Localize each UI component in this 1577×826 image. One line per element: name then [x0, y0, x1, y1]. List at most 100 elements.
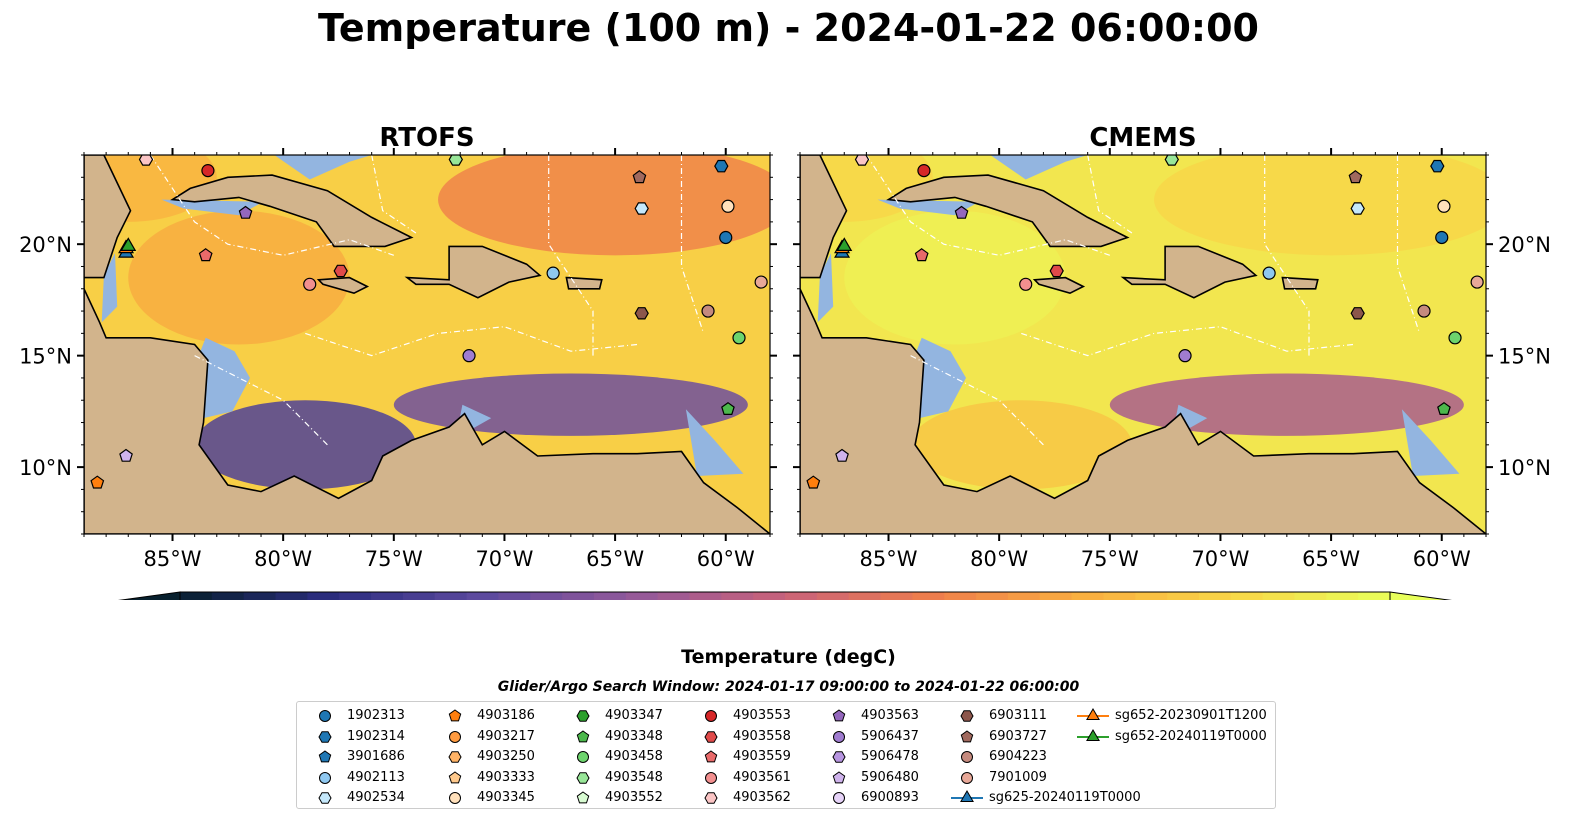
- platform-marker-5906480: [835, 448, 849, 462]
- legend-label: 4903548: [605, 769, 663, 785]
- shallow-shelf: [196, 337, 250, 419]
- colorbar-segment: [785, 592, 818, 600]
- map-panel-1: RTOFS 85°W 80°W 75°W 70°W 65°W 60°W 10°N 15°N 20°…: [19, 123, 777, 571]
- platform-marker-1902314: [714, 159, 729, 173]
- temperature-region: [910, 400, 1132, 490]
- colorbar-segment: [976, 592, 1009, 600]
- legend-marker-icon: [449, 792, 461, 804]
- platform-marker-1902313: [1435, 230, 1449, 245]
- colorbar-segment: [498, 592, 531, 600]
- platform-marker-4902534: [634, 202, 649, 215]
- colorbar-segment: [1230, 592, 1264, 600]
- colorbar-label: Temperature (degC): [681, 646, 896, 668]
- shallow-shelf: [912, 337, 966, 419]
- legend-label: sg652-20240119T0000: [1115, 728, 1267, 744]
- colorbar-segment: [1294, 592, 1327, 600]
- legend-marker-icon: [833, 792, 845, 804]
- platform-marker-4903348: [721, 401, 735, 415]
- platform-marker-7901009: [754, 275, 768, 289]
- legend-marker-icon: [832, 709, 846, 722]
- platform-marker-5906480: [119, 448, 133, 462]
- colorbar-segment: [243, 592, 277, 600]
- platform-marker-6904223: [1417, 304, 1431, 318]
- platform-marker-4903559: [914, 248, 929, 262]
- legend-label: 4903458: [605, 749, 663, 764]
- colorbar-segment: [1071, 592, 1104, 600]
- legend-marker-icon: [961, 771, 973, 784]
- colorbar: 18192021222324252627: [117, 591, 1453, 600]
- shallow-shelf: [274, 155, 372, 180]
- legend-label: 4903333: [477, 769, 535, 785]
- shallow-shelf: [990, 155, 1088, 180]
- legend-marker-icon: [319, 771, 331, 784]
- colorbar-segment: [530, 592, 563, 600]
- platform-marker-7901009: [1470, 275, 1484, 289]
- legend-marker-icon: [448, 770, 462, 783]
- legend-label: 7901009: [989, 769, 1047, 785]
- platform-marker-4903345: [721, 199, 735, 213]
- land: [1120, 245, 1258, 299]
- eez-boundary: [305, 326, 638, 357]
- x-tick-label: 75°W: [365, 547, 423, 571]
- temperature-region: [194, 400, 416, 490]
- y-tick-label: 20°N: [19, 233, 72, 257]
- colorbar-segment: [562, 592, 595, 600]
- shallow-shelf: [685, 409, 744, 476]
- legend-label: 1902313: [347, 708, 405, 723]
- legend-label: 3901686: [347, 749, 405, 764]
- legend-label: 4902534: [347, 790, 405, 805]
- legend-marker-icon: [576, 729, 590, 742]
- land: [170, 174, 414, 248]
- platform-marker-4903553: [917, 164, 931, 178]
- land: [316, 276, 370, 295]
- legend-marker-icon: [704, 792, 718, 804]
- eez-boundary: [865, 155, 1110, 256]
- temperature-region: [1154, 155, 1486, 256]
- platform-marker-5906437: [1178, 349, 1192, 363]
- platform-marker-4903186: [806, 475, 821, 489]
- platform-marker-4902113: [546, 266, 560, 280]
- platform-legend: 1902313 1902314 3901686 4902113 4902534 49031…: [296, 701, 1276, 809]
- shallow-shelf: [817, 253, 834, 323]
- colorbar-segment: [371, 592, 404, 600]
- platform-marker-6903727: [632, 170, 647, 184]
- legend-label: 4903558: [733, 728, 791, 744]
- legend-label: 6903111: [989, 708, 1047, 723]
- colorbar-segment: [1326, 592, 1359, 600]
- legend-marker-icon: [832, 751, 846, 763]
- platform-marker-4903558: [333, 264, 348, 278]
- colorbar-extend-high: [1389, 591, 1453, 600]
- platform-marker-4903458: [732, 331, 746, 345]
- colorbar-segment: [816, 592, 850, 600]
- legend-label: 4903559: [733, 749, 791, 764]
- legend-label: 6903727: [989, 728, 1047, 744]
- legend-marker-icon: [705, 710, 717, 722]
- colorbar-segment: [180, 592, 213, 600]
- legend-marker-icon: [318, 792, 332, 804]
- x-tick-label: 80°W: [970, 547, 1028, 571]
- colorbar-segment: [1103, 592, 1136, 600]
- y-tick-label: 10°N: [1498, 456, 1551, 480]
- legend-marker-icon: [576, 771, 590, 784]
- platform-marker-4903348: [1437, 401, 1451, 415]
- legend-label: 5906437: [861, 728, 919, 744]
- eez-boundary: [1087, 155, 1133, 234]
- colorbar-segment: [466, 592, 499, 600]
- x-tick-label: 85°W: [144, 547, 202, 571]
- colorbar-segment: [1039, 592, 1073, 600]
- x-tick-label: 80°W: [254, 547, 312, 571]
- platform-marker-4903558: [1049, 264, 1064, 278]
- legend-label: sg625-20240119T0000: [989, 790, 1141, 805]
- shallow-shelf: [101, 253, 118, 323]
- platform-marker-4903559: [198, 248, 213, 262]
- map-panel-2: CMEMS 85°W 80°W 75°W 70°W 65°W 60°W 10°N 15°N 20°…: [793, 123, 1551, 571]
- eez-boundary: [1021, 326, 1354, 357]
- legend-marker-icon: [705, 771, 717, 784]
- legend-label: 4903186: [477, 708, 535, 723]
- legend-marker-icon: [832, 770, 846, 783]
- legend-label: 4903345: [477, 790, 535, 805]
- legend-label: sg652-20230901T1200: [1115, 708, 1267, 723]
- x-tick-label: 65°W: [1302, 547, 1360, 571]
- land: [800, 155, 1486, 534]
- colorbar-segment: [1198, 592, 1232, 600]
